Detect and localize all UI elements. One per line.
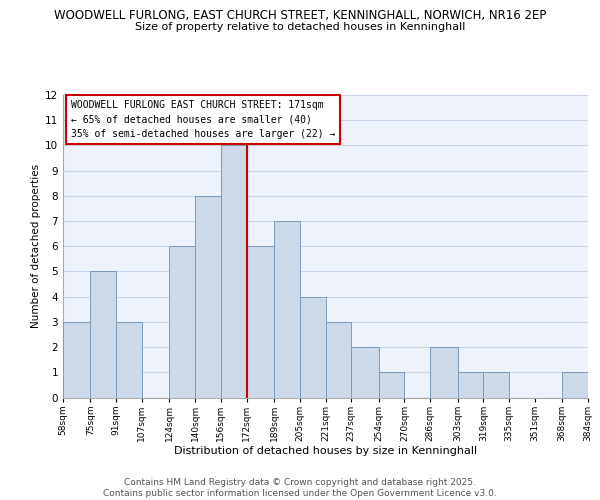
Bar <box>63 322 91 398</box>
Bar <box>169 246 195 398</box>
Bar <box>274 221 300 398</box>
Bar <box>116 322 142 398</box>
Bar <box>91 272 116 398</box>
Bar <box>351 347 379 398</box>
Text: Contains HM Land Registry data © Crown copyright and database right 2025.
Contai: Contains HM Land Registry data © Crown c… <box>103 478 497 498</box>
Text: WOODWELL FURLONG, EAST CHURCH STREET, KENNINGHALL, NORWICH, NR16 2EP: WOODWELL FURLONG, EAST CHURCH STREET, KE… <box>54 9 546 22</box>
Bar <box>379 372 404 398</box>
Text: WOODWELL FURLONG EAST CHURCH STREET: 171sqm
← 65% of detached houses are smaller: WOODWELL FURLONG EAST CHURCH STREET: 171… <box>71 100 335 139</box>
Y-axis label: Number of detached properties: Number of detached properties <box>31 164 41 328</box>
Bar <box>562 372 588 398</box>
Text: Size of property relative to detached houses in Kenninghall: Size of property relative to detached ho… <box>135 22 465 32</box>
Bar <box>221 146 247 398</box>
Bar <box>195 196 221 398</box>
X-axis label: Distribution of detached houses by size in Kenninghall: Distribution of detached houses by size … <box>174 446 477 456</box>
Bar <box>247 246 274 398</box>
Bar <box>300 296 325 398</box>
Bar <box>458 372 484 398</box>
Bar <box>430 347 458 398</box>
Bar <box>325 322 351 398</box>
Bar <box>484 372 509 398</box>
